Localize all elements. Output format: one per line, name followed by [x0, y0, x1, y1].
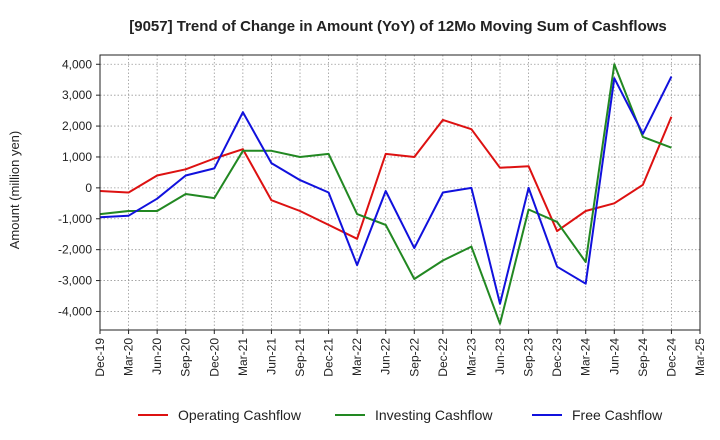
y-axis-ticks: 4,000 3,000 2,000 1,000 0 -1,000 -2,000 -3,000 -…: [58, 57, 100, 318]
chart-title: [9057] Trend of Change in Amount (YoY) o…: [129, 18, 667, 35]
x-tick-label-dec-20: Dec-20: [207, 338, 221, 377]
x-tick-label-jun-24: Jun-24: [607, 338, 621, 375]
x-tick-label-sep-24: Sep-24: [636, 338, 650, 377]
x-tick-label-mar-20: Mar-20: [122, 338, 136, 376]
x-tick-label-dec-24: Dec-24: [664, 338, 678, 377]
x-tick-label-mar-22: Mar-22: [350, 338, 364, 376]
y-tick-label-8: -4,000: [58, 304, 92, 318]
series-lines: [99, 63, 673, 325]
series-line-free-cashflow: [99, 76, 673, 305]
x-tick-label-mar-23: Mar-23: [464, 338, 478, 376]
x-tick-label-dec-22: Dec-22: [436, 338, 450, 377]
x-tick-label-sep-22: Sep-22: [407, 338, 421, 377]
y-tick-label-4: 0: [85, 181, 92, 195]
y-tick-label-7: -3,000: [58, 274, 92, 288]
y-tick-label-1: 3,000: [62, 88, 92, 102]
x-tick-label-mar-25: Mar-25: [693, 338, 707, 376]
series-line-operating-cashflow: [99, 116, 673, 240]
x-tick-label-dec-21: Dec-21: [322, 338, 336, 377]
y-tick-label-0: 4,000: [62, 57, 92, 71]
y-tick-label-6: -2,000: [58, 243, 92, 257]
x-tick-label-mar-24: Mar-24: [579, 338, 593, 376]
x-tick-label-dec-23: Dec-23: [550, 338, 564, 377]
x-tick-label-sep-23: Sep-23: [522, 338, 536, 377]
y-axis-label: Amount (million yen): [7, 131, 22, 250]
x-tick-label-mar-21: Mar-21: [236, 338, 250, 376]
grid-lines: [99, 55, 701, 330]
x-tick-label-jun-21: Jun-21: [264, 338, 278, 375]
legend-label-investing-cashflow: Investing Cashflow: [375, 407, 493, 423]
legend-label-operating-cashflow: Operating Cashflow: [178, 407, 302, 423]
y-tick-label-3: 1,000: [62, 150, 92, 164]
x-tick-label-dec-19: Dec-19: [93, 338, 107, 377]
x-axis-ticks: Dec-19 Mar-20 Jun-20 Sep-20 Dec-20 Mar-21 Jun-…: [93, 330, 707, 377]
x-tick-label-jun-23: Jun-23: [493, 338, 507, 375]
y-tick-label-5: -1,000: [58, 212, 92, 226]
x-tick-label-sep-21: Sep-21: [293, 338, 307, 377]
x-tick-label-sep-20: Sep-20: [179, 338, 193, 377]
x-tick-label-jun-22: Jun-22: [379, 338, 393, 375]
series-line-investing-cashflow: [99, 63, 672, 325]
legend: Operating Cashflow Investing Cashflow Free…: [138, 407, 663, 423]
legend-label-free-cashflow: Free Cashflow: [572, 407, 663, 423]
x-tick-label-jun-20: Jun-20: [150, 338, 164, 375]
plot-frame: [99, 54, 701, 331]
y-tick-label-2: 2,000: [62, 119, 92, 133]
